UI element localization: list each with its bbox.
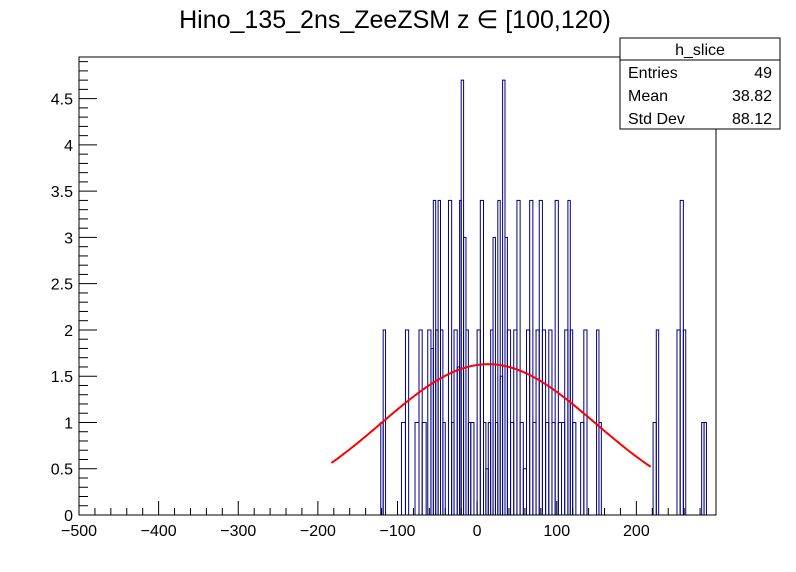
x-tick-label: −200 [300, 523, 336, 540]
stats-box: h_slice Entries 49 Mean 38.82 Std Dev 88… [619, 37, 781, 130]
stats-mean-value: 38.82 [732, 88, 772, 105]
fit-layer [330, 363, 652, 468]
y-tick-label: 2.5 [51, 277, 73, 294]
y-tick-label: 3 [64, 230, 73, 247]
axes-layer: −500 −400 −300 −200 −100 0 100 200 0 0.5 1 1.5 2 2.5 3… [51, 56, 717, 540]
y-tick-label: 2 [64, 323, 73, 340]
stats-box-title: h_slice [675, 42, 725, 59]
y-tick-label: 0 [64, 508, 73, 525]
stats-box-frame [619, 37, 781, 130]
chart-title: Hino_135_2ns_ZeeZSM z ∈ [100,120) [179, 6, 611, 34]
y-tick-label: 4 [64, 138, 73, 155]
x-tick-label: 100 [543, 523, 570, 540]
stats-mean-label: Mean [628, 88, 668, 105]
stats-entries-value: 49 [754, 65, 772, 82]
y-tick-label: 4.5 [51, 92, 73, 109]
x-tick-label: 0 [473, 523, 482, 540]
y-tick-label: 3.5 [51, 184, 73, 201]
x-tick-label: −400 [141, 523, 177, 540]
stats-entries-label: Entries [628, 65, 678, 82]
stats-stddev-value: 88.12 [732, 111, 772, 128]
stats-stddev-label: Std Dev [628, 111, 685, 128]
x-tick-label: −100 [379, 523, 415, 540]
x-tick-label: −300 [220, 523, 256, 540]
y-tick-label: 1.5 [51, 369, 73, 386]
y-tick-label: 1 [64, 415, 73, 432]
y-tick-label: 0.5 [51, 462, 73, 479]
fit-curve [330, 363, 652, 468]
x-tick-label: −500 [61, 523, 97, 540]
x-tick-label: 200 [623, 523, 650, 540]
